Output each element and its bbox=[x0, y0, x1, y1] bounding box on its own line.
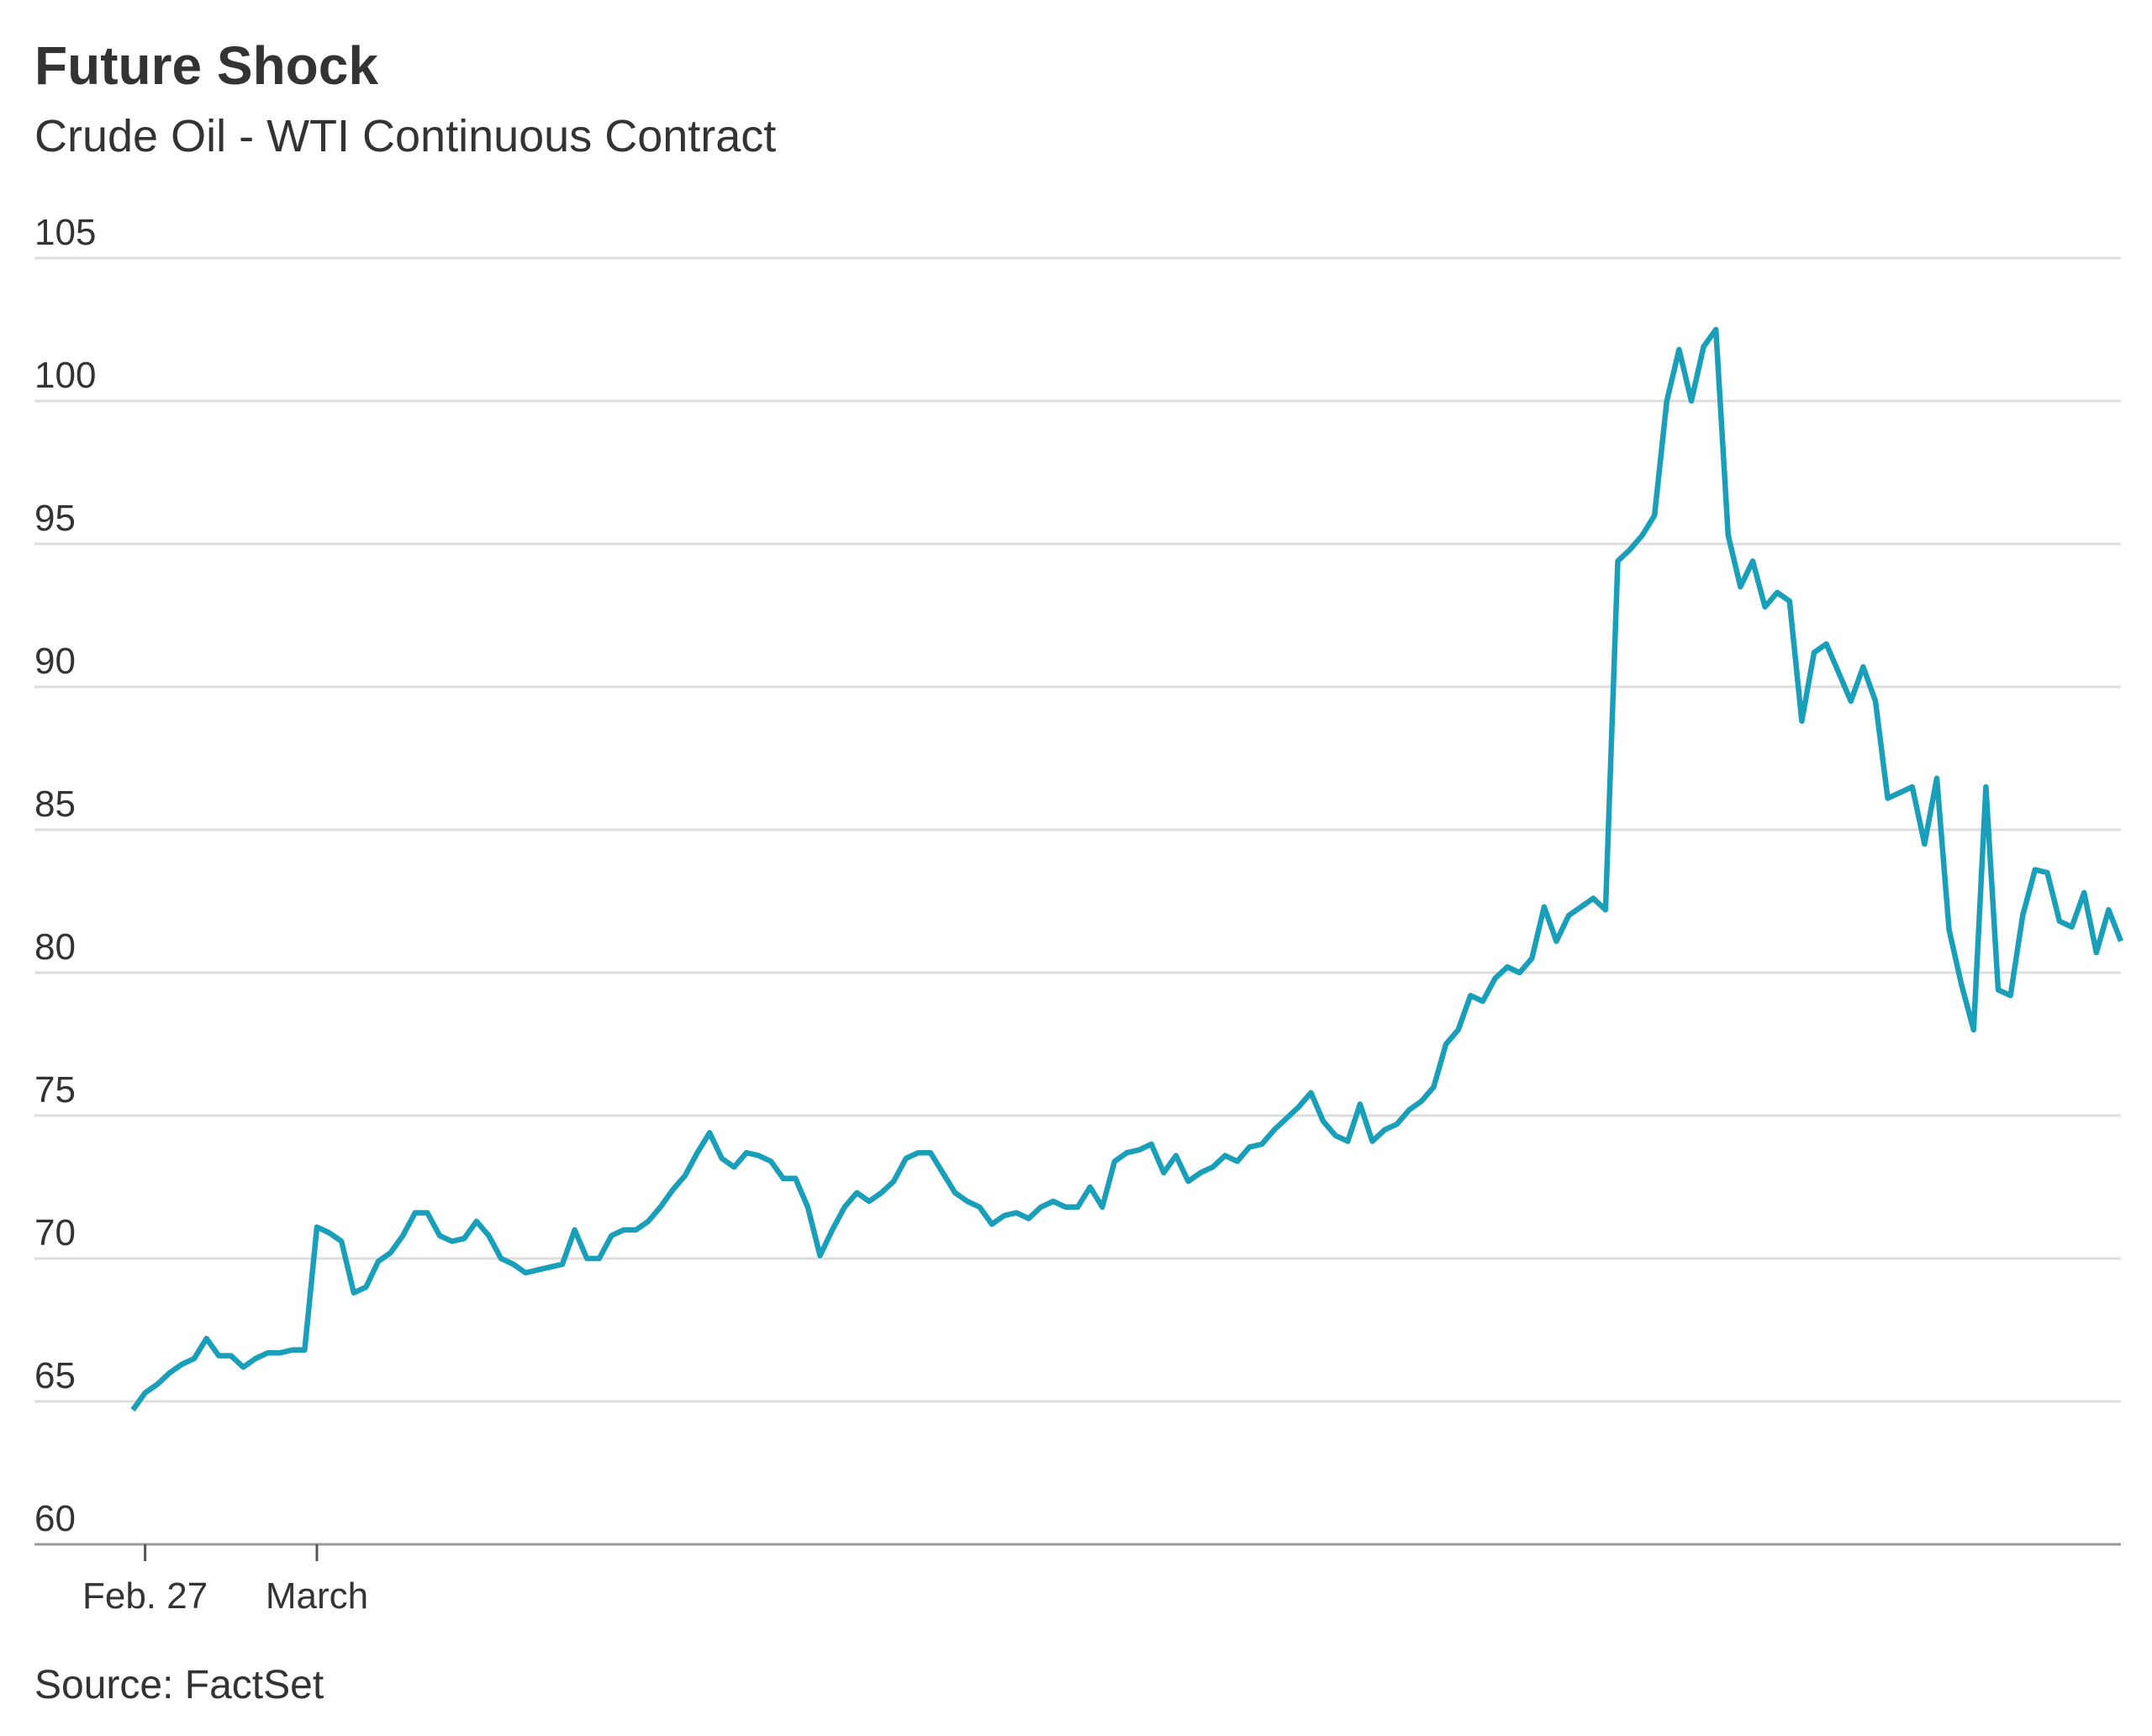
y-tick-label: 70 bbox=[34, 1212, 76, 1253]
y-tick-label: 75 bbox=[34, 1069, 76, 1111]
price-line bbox=[130, 326, 2124, 1412]
source: Source: FactSet bbox=[34, 1663, 324, 1707]
y-tick-label: 105 bbox=[34, 212, 96, 253]
y-tick-label: 80 bbox=[34, 926, 76, 968]
chart-title: Future Shock bbox=[34, 35, 378, 96]
y-tick-label: 90 bbox=[34, 641, 76, 682]
y-tick-label: 85 bbox=[34, 784, 76, 825]
x-tick-label: March bbox=[266, 1575, 368, 1617]
y-tick-label: 60 bbox=[34, 1498, 76, 1539]
chart-subtitle: Crude Oil - WTI Continuous Contract bbox=[34, 111, 776, 161]
y-tick-label: 65 bbox=[34, 1355, 76, 1396]
x-tick-label: Feb. 27 bbox=[82, 1575, 208, 1617]
y-tick-label: 95 bbox=[34, 498, 76, 539]
y-tick-label: 100 bbox=[34, 355, 96, 396]
